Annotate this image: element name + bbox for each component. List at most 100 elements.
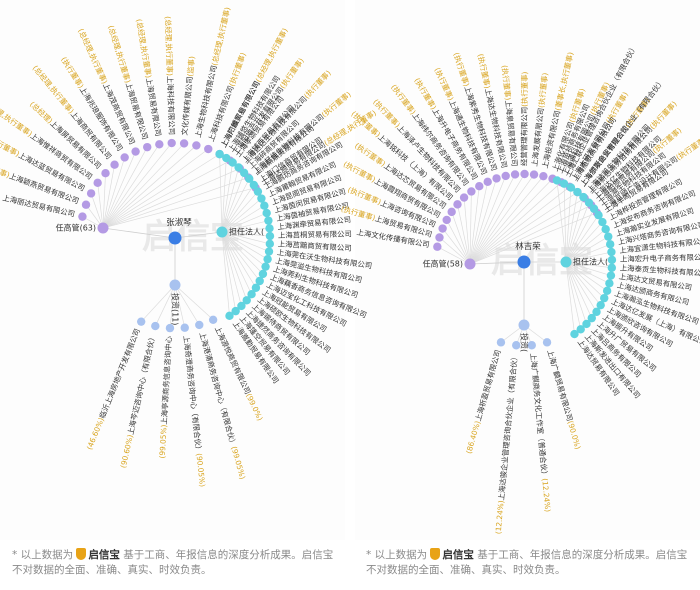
company-node[interactable] <box>496 338 506 347</box>
company-node[interactable] <box>228 158 237 167</box>
company-node[interactable] <box>242 296 251 305</box>
company-node[interactable] <box>607 263 617 272</box>
company-node[interactable] <box>606 271 616 280</box>
company-node[interactable] <box>86 189 96 198</box>
company-node[interactable] <box>245 174 254 183</box>
company-node[interactable] <box>255 276 264 286</box>
company-node[interactable] <box>596 300 605 310</box>
company-node[interactable] <box>433 242 442 251</box>
company-node[interactable] <box>192 141 201 150</box>
company-node[interactable] <box>262 208 271 218</box>
company-node[interactable] <box>265 231 275 241</box>
company-node[interactable] <box>93 178 102 188</box>
company-node[interactable] <box>438 224 447 233</box>
company-node[interactable] <box>257 194 266 203</box>
company-node[interactable] <box>587 313 596 323</box>
company-node[interactable] <box>527 341 536 350</box>
company-node[interactable] <box>249 180 259 190</box>
company-node[interactable] <box>576 325 585 334</box>
company-node[interactable] <box>589 204 599 213</box>
company-node[interactable] <box>208 315 218 324</box>
company-node[interactable] <box>604 232 613 241</box>
company-node[interactable] <box>261 262 270 271</box>
company-node[interactable] <box>155 140 164 149</box>
company-node[interactable] <box>579 192 588 202</box>
company-node[interactable] <box>510 170 520 179</box>
company-node[interactable] <box>258 269 268 279</box>
company-node[interactable] <box>539 171 548 181</box>
person-node[interactable] <box>517 255 531 269</box>
company-node[interactable] <box>600 293 609 303</box>
company-node[interactable] <box>475 182 484 191</box>
company-node[interactable] <box>529 170 539 179</box>
company-label[interactable]: 上海奇澄商务咨询中心（有限合伙）(90.05%) <box>182 335 207 487</box>
company-node[interactable] <box>559 179 569 188</box>
company-node[interactable] <box>165 323 175 333</box>
company-node[interactable] <box>601 225 610 234</box>
company-node[interactable] <box>607 247 616 257</box>
company-node[interactable] <box>253 187 263 196</box>
company-node[interactable] <box>483 177 492 187</box>
company-node[interactable] <box>566 183 576 192</box>
company-node[interactable] <box>260 201 269 210</box>
company-node[interactable] <box>264 216 273 225</box>
company-node[interactable] <box>467 187 476 196</box>
company-node[interactable] <box>435 233 444 242</box>
company-node[interactable] <box>492 174 501 183</box>
company-label[interactable]: (99.05%)上海亭源商务信息咨询中心 <box>158 335 174 459</box>
company-node[interactable] <box>143 142 152 152</box>
company-node[interactable] <box>195 320 204 330</box>
company-label[interactable]: 上海生物科技有限公司(总经理,执行董事) <box>193 6 232 138</box>
company-node[interactable] <box>501 171 510 181</box>
investment-hub-node[interactable] <box>518 319 530 331</box>
company-node[interactable] <box>542 338 552 347</box>
company-node[interactable] <box>222 153 231 163</box>
person-node[interactable] <box>168 231 182 245</box>
company-node[interactable] <box>167 138 176 148</box>
company-node[interactable] <box>263 254 272 264</box>
company-node[interactable] <box>265 239 275 249</box>
company-node[interactable] <box>110 160 119 169</box>
company-label[interactable]: 上海广麒商务文化工作室（普通合伙）(12.24%) <box>529 353 553 513</box>
company-node[interactable] <box>239 168 249 178</box>
company-label[interactable]: 上海港浦商务咨询中心（有限合伙）(99.05%) <box>198 331 248 480</box>
company-node[interactable] <box>265 224 274 233</box>
company-label[interactable]: 经营管理有限公司(执行董事) <box>520 71 530 166</box>
company-node[interactable] <box>594 211 603 220</box>
company-node[interactable] <box>605 240 615 249</box>
company-node[interactable] <box>520 169 529 179</box>
company-node[interactable] <box>136 317 146 326</box>
executive-hub-node[interactable] <box>464 258 476 270</box>
company-node[interactable] <box>215 149 224 159</box>
company-node[interactable] <box>101 169 110 178</box>
company-node[interactable] <box>234 163 243 172</box>
company-node[interactable] <box>151 321 160 331</box>
company-label[interactable]: 上海广麟贸易有限公司(90.0%) <box>545 349 582 451</box>
company-label[interactable]: (86.40%)上海祈盈贸易有限公司 <box>464 349 502 455</box>
company-node[interactable] <box>78 212 87 221</box>
company-node[interactable] <box>598 217 607 227</box>
company-label[interactable]: (12.24%)上海达骏企业管理咨询合伙企业（有限合伙） <box>494 353 520 535</box>
company-node[interactable] <box>584 198 594 207</box>
investment-hub-node[interactable] <box>169 279 181 291</box>
company-node[interactable] <box>459 193 469 202</box>
company-node[interactable] <box>582 319 591 329</box>
company-node[interactable] <box>120 153 129 162</box>
company-node[interactable] <box>607 255 617 265</box>
company-node[interactable] <box>179 139 189 148</box>
company-node[interactable] <box>264 247 274 256</box>
company-node[interactable] <box>251 283 261 292</box>
legal-rep-hub-node[interactable] <box>216 226 228 238</box>
company-node[interactable] <box>592 307 601 317</box>
company-node[interactable] <box>204 144 213 154</box>
company-label[interactable]: 文化传媒有限公司(监事) <box>180 56 197 136</box>
company-node[interactable] <box>602 286 612 296</box>
company-node[interactable] <box>570 329 579 339</box>
legal-rep-hub-node[interactable] <box>560 256 572 268</box>
company-node[interactable] <box>605 279 614 288</box>
company-node[interactable] <box>453 200 462 209</box>
company-label[interactable]: (总经理,执行董事)上海科技有限公司 <box>163 16 176 135</box>
company-label[interactable]: 上海宏升电子商务有限公司 <box>620 253 700 264</box>
company-node[interactable] <box>512 341 521 350</box>
company-node[interactable] <box>442 215 451 225</box>
